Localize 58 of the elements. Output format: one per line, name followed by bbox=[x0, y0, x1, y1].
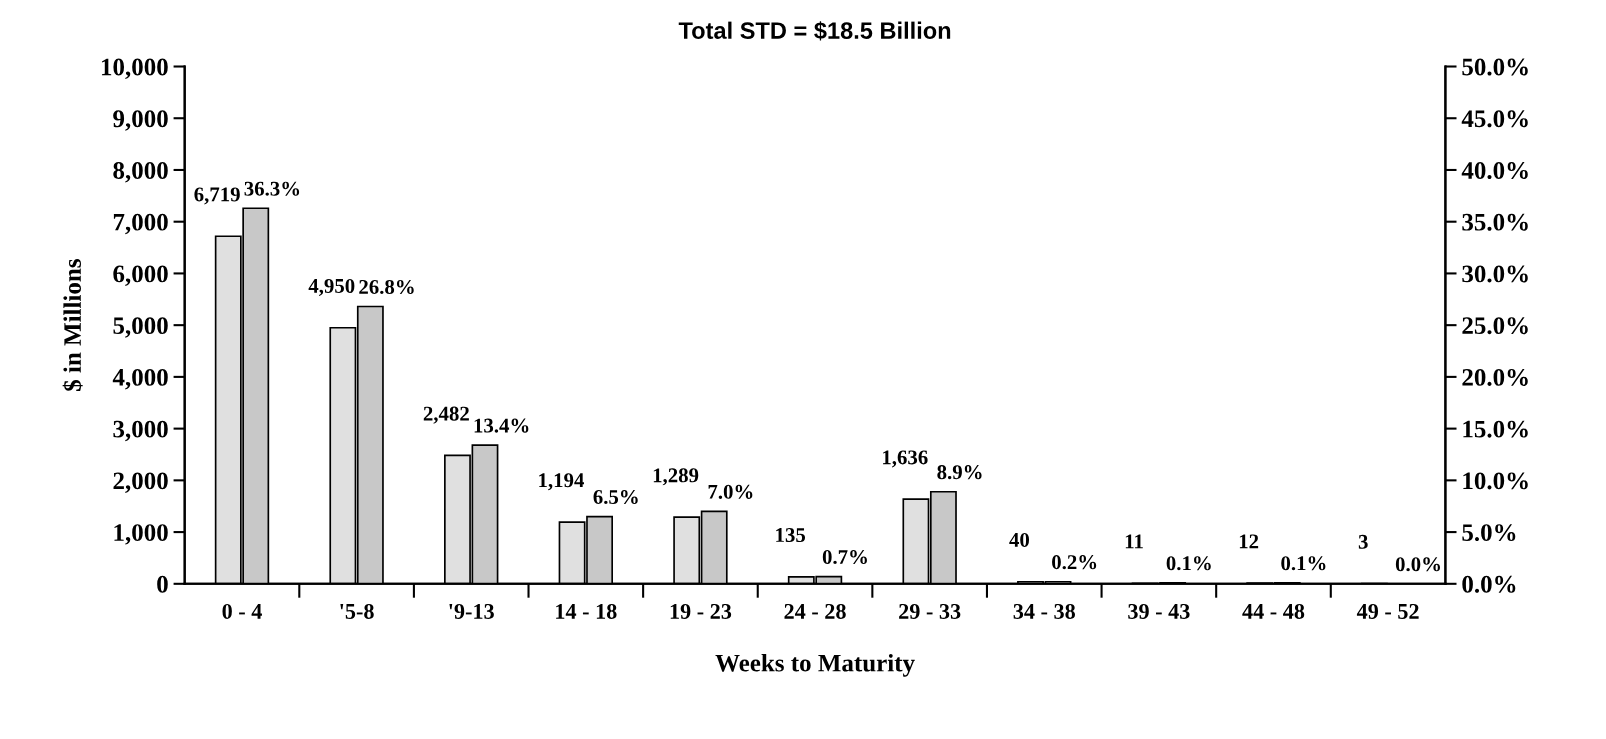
y-tick-label: 5,000 bbox=[113, 317, 168, 338]
data-label: 135 bbox=[776, 528, 806, 543]
y-tick-label: 6,000 bbox=[113, 265, 168, 286]
data-label: 26.8% bbox=[359, 279, 414, 295]
data-label: 1,636 bbox=[883, 450, 928, 468]
y-tick-label: 3,000 bbox=[113, 420, 168, 442]
data-label: 6,719 bbox=[194, 187, 240, 205]
chart-title: Total STD = $18.5 Billion bbox=[678, 21, 951, 41]
data-label: 1,194 bbox=[539, 473, 585, 491]
data-label: 0.7% bbox=[822, 549, 867, 565]
y-tick-label: 7,000 bbox=[113, 213, 168, 235]
data-label: 13.4% bbox=[474, 418, 529, 433]
y-tick-label: 4,000 bbox=[112, 368, 168, 390]
y-tick-label: 1,000 bbox=[114, 524, 168, 545]
data-label: 2,482 bbox=[423, 406, 469, 424]
y-tick-label: 9,000 bbox=[113, 110, 168, 131]
data-label: 0.1% bbox=[1166, 556, 1211, 571]
y2-tick-label: 0.0% bbox=[1462, 575, 1516, 593]
data-label: 6.5% bbox=[593, 489, 638, 505]
x-tick-label: 24 - 28 bbox=[784, 603, 846, 619]
y2-tick-label: 5.0% bbox=[1462, 524, 1516, 542]
y-tick-label: 0 bbox=[157, 575, 168, 593]
data-label: 36.3% bbox=[244, 181, 300, 196]
x-tick-label: 14 - 18 bbox=[556, 603, 617, 619]
y-tick-label: 10,000 bbox=[101, 58, 168, 80]
data-label: 7.0% bbox=[708, 484, 753, 499]
x-tick-label: 49 - 52 bbox=[1356, 603, 1419, 619]
y2-tick-label: 35.0% bbox=[1462, 213, 1528, 231]
data-label: 11 bbox=[1125, 534, 1143, 549]
y-tick-label: 8,000 bbox=[113, 162, 168, 183]
x-tick-label: 44 - 48 bbox=[1242, 603, 1305, 619]
y2-tick-label: 15.0% bbox=[1463, 420, 1528, 438]
data-label: 1,289 bbox=[653, 468, 699, 486]
y2-tick-label: 45.0% bbox=[1461, 110, 1528, 128]
y2-tick-label: 10.0% bbox=[1463, 472, 1528, 490]
y2-tick-label: 20.0% bbox=[1462, 368, 1528, 386]
x-tick-label: '9-13 bbox=[449, 603, 494, 619]
data-label: 8.9% bbox=[937, 465, 982, 480]
data-label: 40 bbox=[1009, 532, 1030, 547]
x-tick-label: '5-8 bbox=[340, 603, 374, 619]
x-tick-label: 29 - 33 bbox=[899, 603, 961, 619]
data-label: 0.2% bbox=[1052, 555, 1097, 570]
x-tick-label: 34 - 38 bbox=[1013, 603, 1076, 619]
data-label: 0.1% bbox=[1281, 556, 1326, 571]
y2-tick-label: 25.0% bbox=[1462, 317, 1528, 335]
y-tick-label: 2,000 bbox=[113, 472, 168, 493]
data-label: 0.0% bbox=[1395, 557, 1440, 572]
x-tick-label: 19 - 23 bbox=[670, 603, 732, 619]
y2-tick-label: 50.0% bbox=[1462, 58, 1528, 76]
y-axis-title: $ in Millions bbox=[62, 259, 83, 391]
y2-tick-label: 30.0% bbox=[1462, 265, 1528, 283]
data-label: 4,950 bbox=[308, 278, 355, 296]
data-label: 12 bbox=[1239, 534, 1259, 549]
data-label: 3 bbox=[1358, 534, 1368, 549]
x-tick-label: 39 - 43 bbox=[1128, 603, 1190, 619]
x-axis-title: Weeks to Maturity bbox=[715, 653, 915, 677]
y2-tick-label: 40.0% bbox=[1461, 162, 1528, 179]
x-tick-label: 0 - 4 bbox=[222, 603, 262, 619]
